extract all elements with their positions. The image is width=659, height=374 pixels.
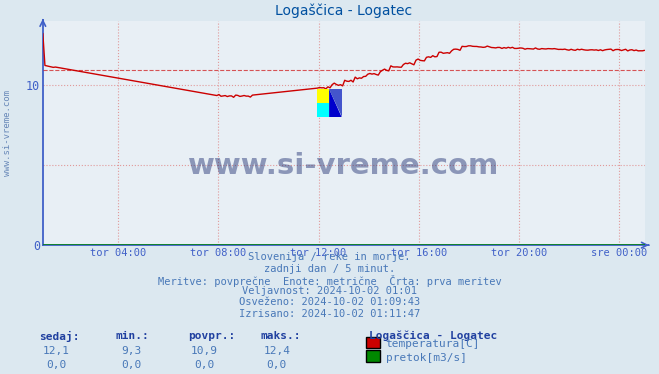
- Text: 12,4: 12,4: [264, 346, 290, 356]
- Text: temperatura[C]: temperatura[C]: [386, 339, 480, 349]
- Text: 0,0: 0,0: [194, 360, 214, 370]
- Text: 12,1: 12,1: [43, 346, 69, 356]
- Text: pretok[m3/s]: pretok[m3/s]: [386, 353, 467, 363]
- Text: min.:: min.:: [115, 331, 149, 341]
- Text: www.si-vreme.com: www.si-vreme.com: [3, 90, 13, 176]
- Text: Logaščica - Logatec: Logaščica - Logatec: [369, 331, 498, 341]
- Polygon shape: [329, 89, 341, 117]
- Text: 0,0: 0,0: [267, 360, 287, 370]
- Text: Izrisano: 2024-10-02 01:11:47: Izrisano: 2024-10-02 01:11:47: [239, 309, 420, 319]
- Polygon shape: [316, 89, 329, 103]
- Text: povpr.:: povpr.:: [188, 331, 235, 341]
- Text: 10,9: 10,9: [191, 346, 217, 356]
- Text: www.si-vreme.com: www.si-vreme.com: [188, 153, 500, 180]
- Text: 9,3: 9,3: [122, 346, 142, 356]
- Text: Slovenija / reke in morje.: Slovenija / reke in morje.: [248, 252, 411, 263]
- Text: Osveženo: 2024-10-02 01:09:43: Osveženo: 2024-10-02 01:09:43: [239, 297, 420, 307]
- Text: Veljavnost: 2024-10-02 01:01: Veljavnost: 2024-10-02 01:01: [242, 286, 417, 296]
- Polygon shape: [329, 89, 341, 117]
- Text: zadnji dan / 5 minut.: zadnji dan / 5 minut.: [264, 264, 395, 274]
- Text: Meritve: povprečne  Enote: metrične  Črta: prva meritev: Meritve: povprečne Enote: metrične Črta:…: [158, 275, 501, 287]
- Polygon shape: [316, 103, 329, 117]
- Text: 0,0: 0,0: [46, 360, 66, 370]
- Text: sedaj:: sedaj:: [40, 331, 80, 342]
- Title: Logaščica - Logatec: Logaščica - Logatec: [275, 3, 413, 18]
- Text: maks.:: maks.:: [260, 331, 301, 341]
- Text: 0,0: 0,0: [122, 360, 142, 370]
